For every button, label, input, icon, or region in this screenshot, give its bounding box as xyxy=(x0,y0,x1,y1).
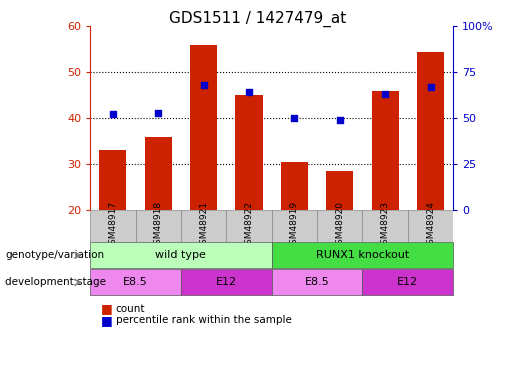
Point xyxy=(245,89,253,95)
Bar xyxy=(408,210,453,242)
Bar xyxy=(90,242,272,268)
Bar xyxy=(235,95,263,302)
Bar xyxy=(363,210,408,242)
Bar xyxy=(99,150,127,302)
Bar xyxy=(90,210,135,242)
Bar xyxy=(281,162,308,302)
Text: E8.5: E8.5 xyxy=(305,278,330,287)
Bar xyxy=(135,210,181,242)
Bar xyxy=(371,91,399,302)
Text: RUNX1 knockout: RUNX1 knockout xyxy=(316,251,409,260)
Text: GSM48918: GSM48918 xyxy=(153,201,163,250)
Text: GDS1511 / 1427479_at: GDS1511 / 1427479_at xyxy=(169,11,346,27)
Text: GSM48924: GSM48924 xyxy=(426,201,435,250)
Bar xyxy=(272,269,363,296)
Bar xyxy=(272,210,317,242)
Text: E12: E12 xyxy=(216,278,237,287)
Text: percentile rank within the sample: percentile rank within the sample xyxy=(116,315,292,325)
Bar xyxy=(326,171,353,302)
Text: GSM48917: GSM48917 xyxy=(108,201,117,250)
Text: count: count xyxy=(116,304,145,314)
Point xyxy=(109,111,117,117)
Bar xyxy=(417,51,444,302)
Bar xyxy=(181,210,226,242)
Bar xyxy=(90,269,181,296)
Point xyxy=(426,84,435,90)
Text: GSM48922: GSM48922 xyxy=(245,201,253,250)
Bar xyxy=(317,210,363,242)
Bar xyxy=(190,45,217,302)
Bar xyxy=(226,210,272,242)
Bar xyxy=(363,269,453,296)
Bar xyxy=(145,136,172,302)
Text: development stage: development stage xyxy=(5,278,106,287)
Text: GSM48921: GSM48921 xyxy=(199,201,208,250)
Point xyxy=(154,110,162,116)
Point xyxy=(199,82,208,88)
Point xyxy=(381,91,389,97)
Bar xyxy=(181,269,272,296)
Text: E12: E12 xyxy=(397,278,418,287)
Text: GSM48919: GSM48919 xyxy=(290,201,299,250)
Bar xyxy=(272,242,453,268)
Text: E8.5: E8.5 xyxy=(123,278,148,287)
Text: ■: ■ xyxy=(100,303,112,315)
Text: GSM48920: GSM48920 xyxy=(335,201,344,250)
Point xyxy=(336,117,344,123)
Text: genotype/variation: genotype/variation xyxy=(5,251,104,260)
Text: GSM48923: GSM48923 xyxy=(381,201,390,250)
Text: ■: ■ xyxy=(100,314,112,327)
Point xyxy=(290,115,299,121)
Text: wild type: wild type xyxy=(156,251,207,260)
